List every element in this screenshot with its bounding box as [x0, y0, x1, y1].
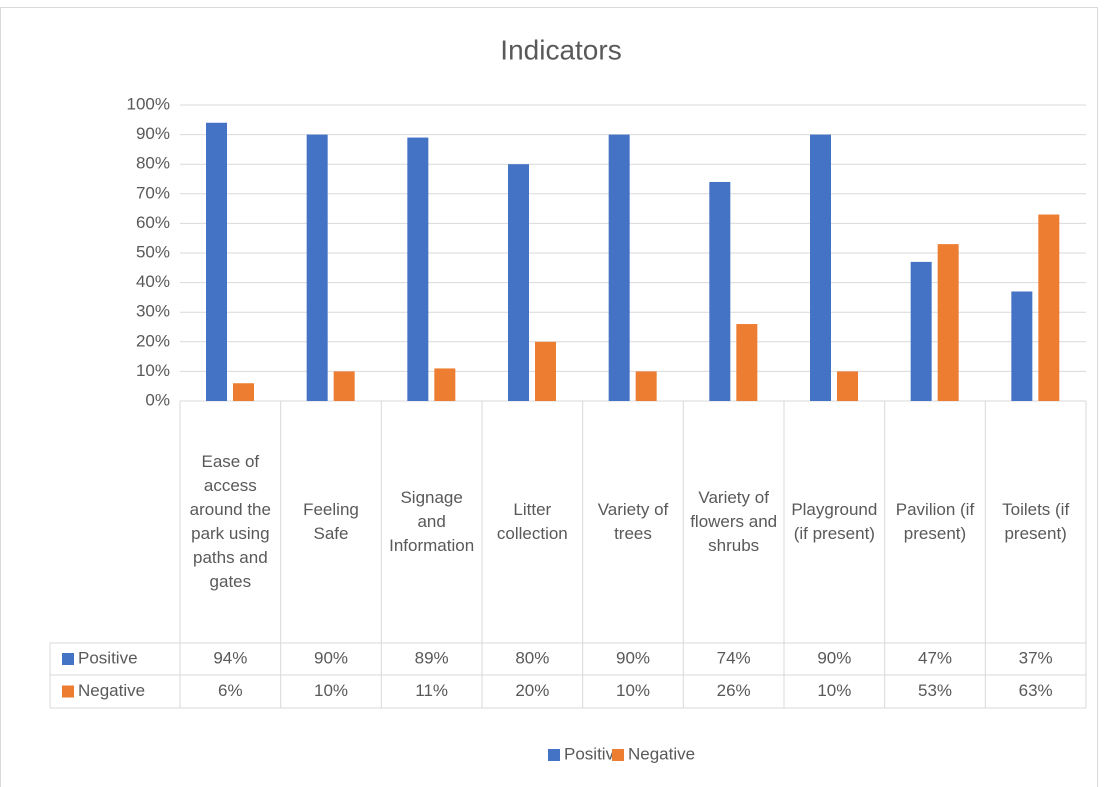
y-tick-label: 10%	[136, 361, 170, 380]
y-tick-label: 50%	[136, 242, 170, 261]
table-value: 74%	[717, 648, 751, 667]
table-value: 10%	[314, 681, 348, 700]
x-tick-label: Feeling Safe	[303, 500, 359, 543]
bar	[535, 341, 556, 401]
table-value: 47%	[918, 648, 952, 667]
table-value: 10%	[817, 681, 851, 700]
x-tick-label: Playground (if present)	[791, 500, 878, 543]
table-value: 89%	[415, 648, 449, 667]
bar	[206, 122, 227, 401]
bar	[233, 383, 254, 401]
table-value: 26%	[717, 681, 751, 700]
bar	[407, 137, 429, 401]
chart-title: Indicators	[500, 34, 621, 65]
bar	[333, 371, 355, 401]
y-tick-label: 20%	[136, 331, 170, 350]
bar	[1038, 214, 1060, 401]
x-tick-label: Litter collection	[496, 500, 568, 543]
table-value: 90%	[314, 648, 348, 667]
table-row-header: Positive	[78, 648, 138, 667]
table-value: 20%	[515, 681, 549, 700]
table-legend-key	[62, 653, 74, 665]
x-tick-label: Toilets (if present)	[1002, 500, 1070, 543]
bar	[937, 244, 959, 401]
table-value: 94%	[213, 648, 247, 667]
x-tick-label: Signage and Information	[389, 488, 475, 555]
table-value: 63%	[1019, 681, 1053, 700]
y-tick-label: 70%	[136, 183, 170, 202]
category-cell: Toilets (if present)	[1002, 500, 1070, 543]
category-cell: Variety of trees	[597, 500, 669, 543]
bar	[635, 371, 657, 401]
legend-key	[612, 749, 624, 761]
bar	[434, 368, 456, 401]
table-legend-key	[62, 685, 74, 698]
y-tick-label: 100%	[127, 94, 170, 113]
table-value: 80%	[515, 648, 549, 667]
bar	[810, 134, 831, 401]
table-value: 37%	[1019, 648, 1053, 667]
table-row-header: Negative	[78, 681, 145, 700]
bar	[608, 134, 630, 401]
legend-key	[548, 749, 560, 761]
y-tick-label: 0%	[145, 390, 170, 409]
category-cell: Variety of flowers and shrubs	[690, 488, 778, 555]
x-tick-label: Variety of trees	[597, 500, 669, 543]
y-tick-label: 30%	[136, 302, 170, 321]
bar	[837, 371, 858, 401]
table-value: 53%	[918, 681, 952, 700]
y-tick-label: 80%	[136, 154, 170, 173]
bar	[736, 324, 758, 401]
x-tick-label: Variety of flowers and shrubs	[690, 488, 778, 555]
category-cell: Playground (if present)	[791, 500, 878, 543]
table-value: 90%	[817, 648, 851, 667]
table-value: 11%	[415, 681, 448, 700]
x-tick-label: Ease of access around the park using pat…	[189, 452, 271, 591]
category-cell: Feeling Safe	[303, 500, 359, 543]
category-cell: Signage and Information	[389, 488, 475, 555]
bar	[508, 164, 529, 401]
table-value: 90%	[616, 648, 650, 667]
bar	[1011, 291, 1033, 401]
table-value: 10%	[616, 681, 650, 700]
y-tick-label: 90%	[136, 124, 170, 143]
category-cell: Litter collection	[496, 500, 568, 543]
y-tick-label: 40%	[136, 272, 170, 291]
legend-label: Negative	[628, 744, 695, 763]
bar	[709, 181, 731, 401]
bar	[306, 134, 328, 401]
y-tick-label: 60%	[136, 213, 170, 232]
legend-label: Positive	[564, 744, 624, 763]
category-cell: Pavilion (if present)	[895, 500, 975, 543]
x-tick-label: Pavilion (if present)	[895, 500, 975, 543]
bar	[910, 261, 932, 401]
category-cell: Ease of access around the park using pat…	[189, 452, 271, 591]
table-value: 6%	[218, 681, 243, 700]
